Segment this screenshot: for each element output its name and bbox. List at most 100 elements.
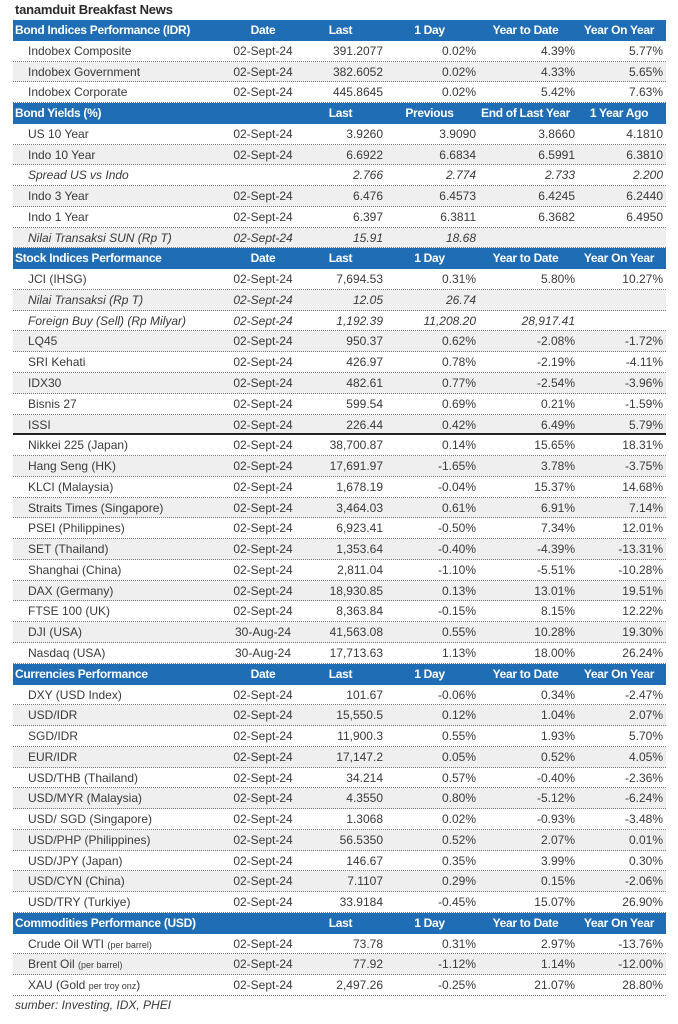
cell-value: -0.15%: [437, 604, 476, 619]
table-row: Nikkei 225 (Japan) 02-Sept-24 38,700.87 0.1…: [13, 435, 666, 457]
row-label: Nilai Transaksi (Rp T): [28, 292, 144, 307]
cell-value: 8.15%: [540, 604, 575, 619]
row-label: JCI (IHSG): [28, 272, 87, 287]
cell-value: 6.49%: [540, 417, 575, 432]
cell-value: 6.397: [352, 209, 383, 224]
cell-value: 2.07%: [540, 832, 575, 847]
table-row: XAU (Gold per troy onz) 02-Sept-24 2,497.2…: [13, 975, 666, 996]
cell-value: 0.31%: [441, 936, 476, 951]
cell-value: 3.78%: [540, 459, 575, 474]
table-row: Hang Seng (HK) 02-Sept-24 17,691.97 -1.65% 3…: [13, 456, 666, 477]
cell-value: -5.51%: [536, 562, 575, 577]
cell-value: 0.78%: [441, 355, 476, 370]
column-header: 1 Year Ago: [589, 106, 649, 121]
cell-value: 391.2077: [332, 43, 383, 58]
cell-value: 3.9260: [346, 126, 383, 141]
row-label: Indobex Government: [28, 64, 141, 79]
cell-value: -2.08%: [536, 334, 575, 349]
cell-value: 19.51%: [622, 583, 663, 598]
cell-value: 1,678.19: [336, 479, 383, 494]
cell-value: 02-Sept-24: [233, 521, 293, 536]
cell-value: 6.6834: [439, 147, 476, 162]
cell-value: 0.55%: [441, 729, 476, 744]
table-row: EUR/IDR 02-Sept-24 17,147.2 0.05% 0.52% 4.05%: [13, 746, 666, 768]
cell-value: 0.35%: [441, 853, 476, 868]
cell-value: 1,353.64: [336, 542, 383, 557]
cell-value: 0.29%: [441, 874, 476, 889]
cell-value: [575, 290, 666, 310]
table-row: Indo 10 Year 02-Sept-24 6.6922 6.6834 6.5991…: [13, 144, 666, 166]
cell-value: 02-Sept-24: [233, 853, 293, 868]
cell-value: 2.766: [352, 168, 383, 183]
cell-value: 0.62%: [441, 334, 476, 349]
column-header: Year On Year: [583, 23, 655, 37]
cell-value: 0.15%: [540, 874, 575, 889]
cell-value: 146.67: [346, 853, 383, 868]
cell-value: 4.1810: [626, 126, 663, 141]
cell-value: 5.42%: [540, 85, 575, 100]
table-row: DXY (USD Index) 02-Sept-24 101.67 -0.06% 0.3…: [13, 685, 666, 706]
column-header: End of Last Year: [480, 106, 570, 121]
column-header: [228, 913, 298, 933]
cell-value: 28.80%: [622, 978, 663, 993]
cell-value: 02-Sept-24: [233, 209, 293, 224]
column-header: Year to Date: [492, 915, 559, 930]
cell-value: -4.39%: [536, 542, 575, 557]
cell-value: 02-Sept-24: [233, 812, 293, 827]
section-header: Commodities Performance (USD) Last 1 Day Ye…: [13, 912, 666, 934]
cell-value: 02-Sept-24: [233, 479, 293, 494]
column-header: Year to Date: [492, 251, 559, 266]
cell-value: 02-Sept-24: [233, 313, 293, 328]
table-row: USD/THB (Thailand) 02-Sept-24 34.214 0.57% -…: [13, 768, 666, 789]
column-header: Year On Year: [583, 915, 655, 930]
column-header: Commodities Performance (USD): [15, 915, 196, 930]
row-label: USD/ SGD (Singapore): [28, 812, 153, 827]
cell-value: 101.67: [346, 687, 383, 702]
table-row: PSEI (Philippines) 02-Sept-24 6,923.41 -0.5…: [13, 518, 666, 540]
cell-value: 2,497.26: [336, 978, 383, 993]
column-header: 1 Day: [414, 251, 445, 266]
cell-value: 6.4573: [439, 189, 476, 204]
cell-value: 3.99%: [540, 853, 575, 868]
column-header: Last: [328, 106, 353, 121]
cell-value: 18.31%: [622, 438, 663, 453]
cell-value: 02-Sept-24: [233, 770, 293, 785]
row-label: Indobex Composite: [28, 43, 132, 58]
row-label-unit: (per barrel): [107, 939, 152, 950]
table-row: JCI (IHSG) 02-Sept-24 7,694.53 0.31% 5.80% 10…: [13, 269, 666, 290]
cell-value: -3.96%: [624, 376, 663, 391]
market-data-table: Bond Indices Performance (IDR) Date Last 1 …: [13, 20, 666, 996]
cell-value: 5.79%: [628, 417, 663, 432]
cell-value: 30-Aug-24: [234, 625, 292, 640]
cell-value: 6.3810: [626, 147, 663, 162]
cell-value: 0.34%: [540, 687, 575, 702]
cell-value: 02-Sept-24: [233, 729, 293, 744]
row-label-text: Brent Oil: [28, 957, 79, 972]
cell-value: -2.47%: [624, 687, 663, 702]
column-header: Last: [328, 666, 353, 681]
column-header: 1 Day: [414, 666, 445, 681]
cell-value: 17,691.97: [329, 459, 383, 474]
row-label: DAX (Germany): [28, 583, 114, 598]
cell-value: 41,563.08: [329, 625, 383, 640]
cell-value: 26.74: [445, 292, 476, 307]
cell-value: 4.39%: [540, 43, 575, 58]
cell-value: -13.76%: [618, 936, 663, 951]
cell-value: 6,923.41: [336, 521, 383, 536]
row-label-text: Crude Oil WTI: [28, 936, 108, 951]
table-row: SET (Thailand) 02-Sept-24 1,353.64 -0.40% -4…: [13, 539, 666, 560]
section-header: Bond Indices Performance (IDR) Date Last 1 …: [13, 20, 666, 41]
cell-value: 02-Sept-24: [233, 334, 293, 349]
cell-value: 15.91: [352, 230, 383, 245]
row-label: USD/MYR (Malaysia): [28, 791, 143, 806]
cell-value: 7.14%: [628, 500, 663, 515]
row-label: SET (Thailand): [28, 542, 109, 557]
cell-value: 1.14%: [540, 957, 575, 972]
cell-value: 2.200: [632, 168, 663, 183]
table-row: Nilai Transaksi (Rp T) 02-Sept-24 12.05 26.…: [13, 289, 666, 311]
cell-value: 02-Sept-24: [233, 500, 293, 515]
column-header: Last: [328, 23, 353, 37]
cell-value: 0.80%: [441, 791, 476, 806]
table-row: Crude Oil WTI (per barrel) 02-Sept-24 73.7…: [13, 934, 666, 955]
cell-value: 6.3811: [440, 209, 476, 224]
